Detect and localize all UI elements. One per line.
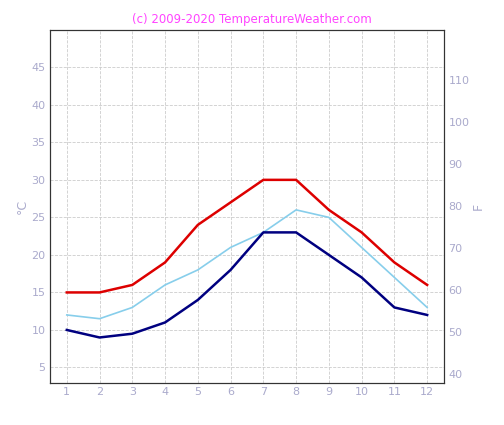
Y-axis label: °C: °C <box>16 198 29 214</box>
Y-axis label: F: F <box>472 203 485 210</box>
Text: (c) 2009-2020 TemperatureWeather.com: (c) 2009-2020 TemperatureWeather.com <box>132 13 372 26</box>
